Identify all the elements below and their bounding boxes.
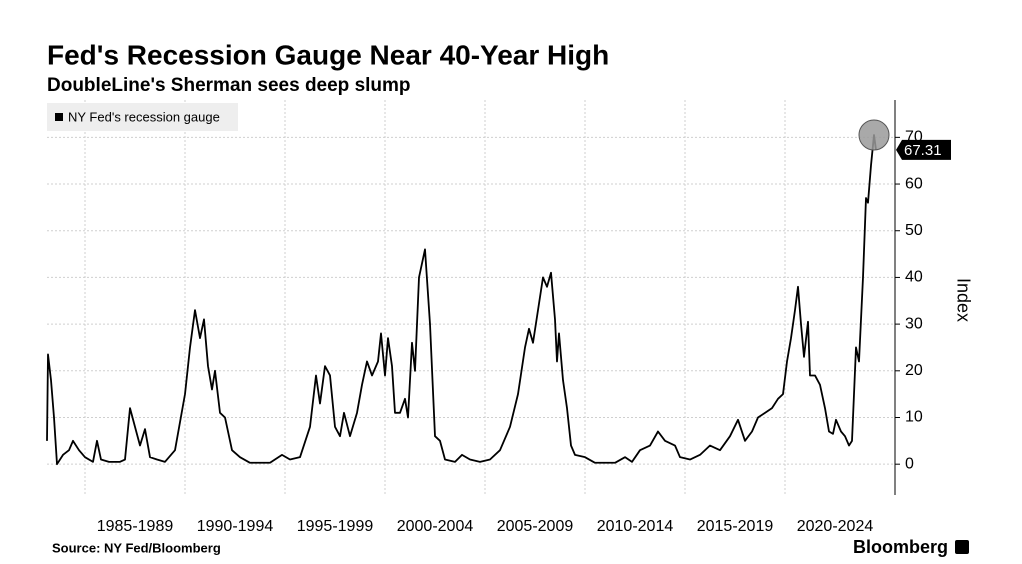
brand-icon bbox=[955, 540, 969, 554]
y-tick-label: 20 bbox=[905, 362, 923, 379]
y-tick-label: 50 bbox=[905, 222, 923, 239]
y-tick-label: 40 bbox=[905, 269, 923, 286]
brand: Bloomberg bbox=[853, 537, 948, 557]
y-axis-label: Index bbox=[953, 278, 973, 322]
last-value-tag bbox=[896, 139, 951, 160]
line bbox=[46, 134, 877, 466]
y-tick-label: 0 bbox=[905, 455, 914, 472]
x-tick-label: 1995-1999 bbox=[297, 518, 374, 535]
legend-label: NY Fed's recession gauge bbox=[68, 109, 220, 124]
y-tick-label: 30 bbox=[905, 315, 923, 332]
source: Source: NY Fed/Bloomberg bbox=[52, 540, 221, 555]
chart-title: Fed's Recession Gauge Near 40-Year High bbox=[47, 39, 609, 70]
last-value-label: 67.31 bbox=[904, 142, 942, 159]
x-tick-label: 1990-1994 bbox=[197, 518, 274, 535]
x-tick-label: 2010-2014 bbox=[597, 518, 674, 535]
x-tick-label: 2020-2024 bbox=[797, 518, 874, 535]
y-tick-label: 10 bbox=[905, 409, 923, 426]
x-tick-label: 2005-2009 bbox=[497, 518, 574, 535]
y-tick-label: 60 bbox=[905, 175, 923, 192]
legend-swatch bbox=[55, 113, 63, 121]
chart-subtitle: DoubleLine's Sherman sees deep slump bbox=[47, 75, 411, 96]
peak-highlight bbox=[858, 119, 890, 151]
x-tick-label: 2015-2019 bbox=[697, 518, 774, 535]
x-tick-label: 2000-2004 bbox=[397, 518, 474, 535]
legend-box bbox=[47, 103, 238, 131]
x-tick-label: 1985-1989 bbox=[97, 518, 174, 535]
